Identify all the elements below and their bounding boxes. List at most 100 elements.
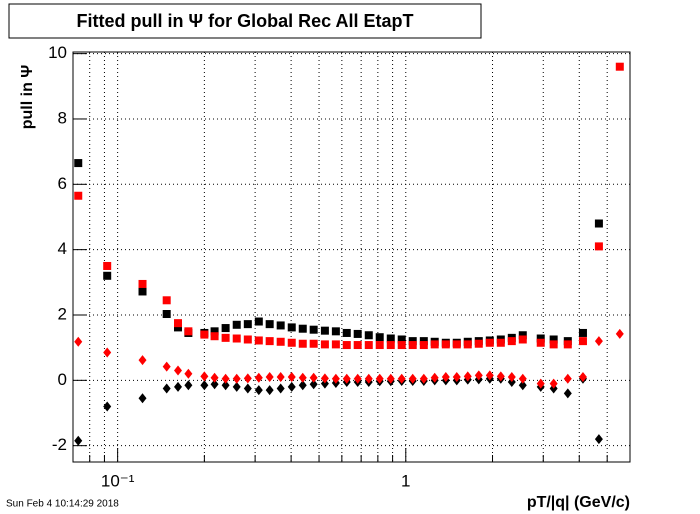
square-marker bbox=[364, 341, 373, 350]
square-marker bbox=[210, 327, 219, 336]
y-tick-label: 0 bbox=[58, 370, 67, 389]
square-marker bbox=[287, 338, 296, 347]
diamond-marker bbox=[518, 373, 527, 384]
square-marker bbox=[232, 334, 241, 343]
diamond-marker bbox=[485, 370, 494, 381]
square-marker bbox=[210, 332, 219, 341]
diamond-marker bbox=[184, 368, 193, 379]
square-marker bbox=[331, 340, 340, 349]
diamond-marker bbox=[232, 373, 241, 384]
square-marker bbox=[74, 159, 83, 168]
square-marker bbox=[364, 331, 373, 340]
plot-area: -2 0 2 4 6 8 10 10⁻¹ 1 bbox=[48, 43, 631, 490]
diamond-marker bbox=[210, 379, 219, 390]
diamond-marker bbox=[162, 361, 171, 372]
square-marker bbox=[397, 335, 406, 344]
square-marker bbox=[320, 326, 329, 335]
square-marker bbox=[474, 339, 483, 348]
square-marker bbox=[309, 325, 318, 334]
square-marker bbox=[549, 340, 558, 349]
diamond-marker bbox=[563, 373, 572, 384]
diamond-marker bbox=[254, 372, 263, 383]
diamond-marker bbox=[452, 372, 461, 383]
diamond-marker bbox=[232, 381, 241, 392]
diamond-marker bbox=[265, 385, 274, 396]
square-marker bbox=[518, 331, 527, 340]
square-marker bbox=[353, 341, 362, 350]
square-marker bbox=[507, 337, 516, 346]
y-tick-label: 6 bbox=[58, 174, 67, 193]
square-marker bbox=[221, 333, 230, 342]
square-marker bbox=[342, 328, 351, 337]
square-marker bbox=[397, 341, 406, 350]
square-marker bbox=[563, 340, 572, 349]
diamond-marker bbox=[298, 380, 307, 391]
diamond-marker bbox=[474, 370, 483, 381]
diamond-marker bbox=[549, 378, 558, 389]
diamond-marker bbox=[375, 373, 384, 384]
title-box bbox=[8, 3, 482, 39]
diamond-marker bbox=[243, 383, 252, 394]
square-marker bbox=[342, 341, 351, 350]
diamond-marker bbox=[594, 336, 603, 347]
square-marker bbox=[298, 339, 307, 348]
diamond-marker bbox=[74, 435, 83, 446]
x-tick-label: 10⁻¹ bbox=[101, 471, 135, 490]
square-marker bbox=[578, 328, 587, 337]
y-tick-label: 4 bbox=[58, 239, 67, 258]
timestamp: Sun Feb 4 10:14:29 2018 bbox=[6, 499, 119, 510]
diamond-marker bbox=[138, 393, 147, 404]
square-marker bbox=[386, 334, 395, 343]
diamond-marker bbox=[184, 380, 193, 391]
diamond-marker bbox=[254, 385, 263, 396]
diamond-marker bbox=[287, 372, 296, 383]
square-marker bbox=[265, 320, 274, 329]
diamond-marker bbox=[353, 373, 362, 384]
square-marker bbox=[594, 219, 603, 228]
diamond-marker bbox=[243, 373, 252, 384]
square-marker bbox=[408, 341, 417, 350]
square-marker bbox=[419, 341, 428, 350]
diamond-marker bbox=[103, 347, 112, 358]
square-marker bbox=[430, 340, 439, 349]
square-marker bbox=[578, 337, 587, 346]
chart-title: Fitted pull in Ψ for Global Rec All Etap… bbox=[77, 11, 414, 31]
diamond-marker bbox=[221, 380, 230, 391]
square-marker bbox=[485, 338, 494, 347]
square-marker bbox=[452, 340, 461, 349]
diamond-marker bbox=[408, 373, 417, 384]
diamond-marker bbox=[174, 365, 183, 376]
square-marker bbox=[200, 330, 209, 339]
diamond-marker bbox=[536, 378, 545, 389]
diamond-marker bbox=[578, 372, 587, 383]
square-marker bbox=[353, 329, 362, 338]
square-marker bbox=[138, 287, 147, 296]
square-marker bbox=[331, 327, 340, 336]
diamond-marker bbox=[364, 373, 373, 384]
square-marker bbox=[386, 341, 395, 350]
square-marker bbox=[232, 320, 241, 329]
square-marker bbox=[162, 310, 171, 319]
square-marker bbox=[103, 261, 112, 270]
square-marker bbox=[184, 327, 193, 336]
square-marker bbox=[441, 340, 450, 349]
diamond-marker bbox=[265, 372, 274, 383]
diamond-marker bbox=[287, 381, 296, 392]
square-marker bbox=[276, 337, 285, 346]
diamond-marker bbox=[496, 371, 505, 382]
diamond-marker bbox=[320, 373, 329, 384]
square-marker bbox=[174, 319, 183, 328]
diamond-marker bbox=[298, 372, 307, 383]
x-tick-label: 1 bbox=[401, 471, 410, 490]
x-axis-label: pT/|q| (GeV/c) bbox=[527, 494, 630, 511]
square-marker bbox=[375, 341, 384, 350]
square-marker bbox=[375, 333, 384, 342]
diamond-marker bbox=[320, 378, 329, 389]
square-marker bbox=[615, 62, 624, 71]
square-marker bbox=[162, 296, 171, 305]
diamond-marker bbox=[430, 372, 439, 383]
square-marker bbox=[174, 323, 183, 332]
diamond-marker bbox=[397, 373, 406, 384]
diamond-marker bbox=[463, 371, 472, 382]
